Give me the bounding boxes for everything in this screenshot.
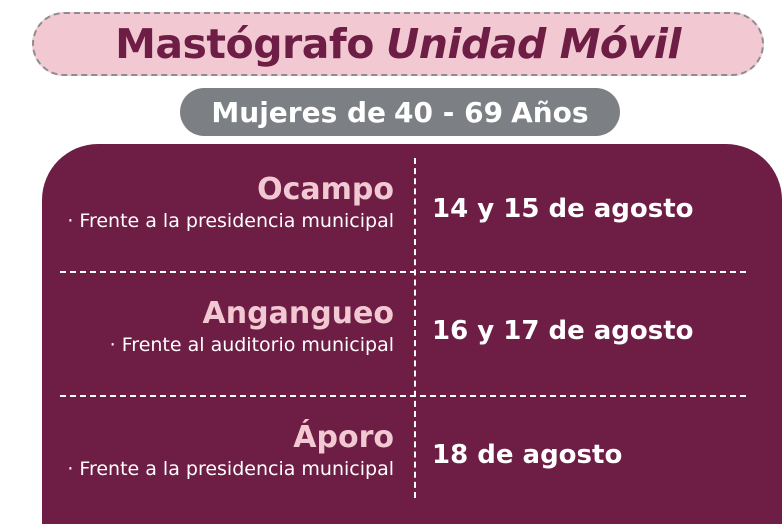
title-banner: Mastógrafo Unidad Móvil	[32, 12, 764, 76]
subtitle-suffix: Años	[511, 95, 589, 129]
location-name: Ocampo	[257, 172, 394, 207]
title-main: Mastógrafo	[115, 20, 374, 68]
schedule-date: 14 y 15 de agosto	[432, 194, 694, 224]
location-detail: · Frente al auditorio municipal	[109, 334, 394, 356]
schedule-location: Ocampo · Frente a la presidencia municip…	[34, 172, 394, 234]
subtitle-range: 40 - 69	[394, 95, 504, 129]
row-divider	[60, 395, 746, 397]
location-name: Angangueo	[202, 296, 394, 331]
subtitle-prefix: Mujeres de	[211, 95, 387, 129]
schedule-date: 16 y 17 de agosto	[432, 316, 694, 346]
row-divider	[60, 271, 746, 273]
schedule-panel: Ocampo · Frente a la presidencia municip…	[42, 144, 782, 524]
location-name: Áporo	[293, 420, 394, 455]
column-divider	[414, 158, 416, 498]
schedule-date: 18 de agosto	[432, 440, 623, 470]
location-detail: · Frente a la presidencia municipal	[67, 210, 394, 232]
age-range-badge: Mujeres de 40 - 69 Años	[180, 88, 620, 136]
title-emphasis: Unidad Móvil	[385, 20, 681, 68]
schedule-location: Angangueo · Frente al auditorio municipa…	[34, 296, 394, 358]
schedule-location: Áporo · Frente a la presidencia municipa…	[34, 420, 394, 482]
location-detail: · Frente a la presidencia municipal	[67, 458, 394, 480]
